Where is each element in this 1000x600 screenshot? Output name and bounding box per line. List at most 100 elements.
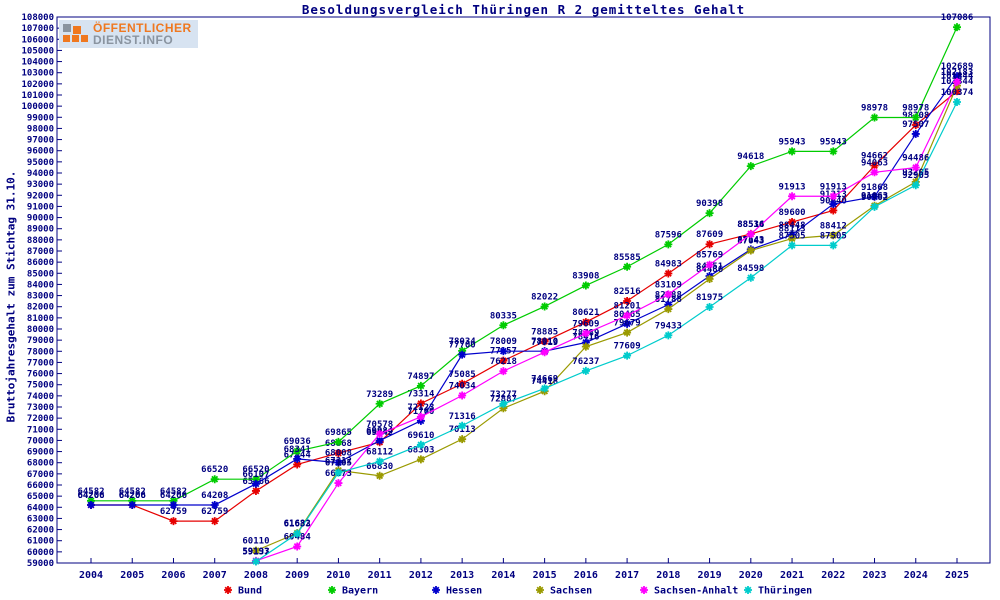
y-tick-label: 64000 [27,503,54,513]
page-title: Besoldungsvergleich Thüringen R 2 gemitt… [301,2,746,17]
data-point-bayern [788,147,797,156]
point-label-bayern: 80335 [490,311,517,321]
point-label-hessen: 64206 [77,491,104,501]
point-label-sachsen-anhalt: 85769 [696,251,723,261]
point-label-bund: 62759 [201,507,228,517]
point-label-hessen: 64208 [201,491,228,501]
data-point-bayern [540,302,549,311]
data-point-bund [623,296,632,305]
point-label-hessen: 64206 [160,491,187,501]
point-label-sachsen: 88412 [820,221,847,231]
point-label-bayern: 78034 [449,337,477,347]
data-point-th-ringen [953,97,961,106]
point-label-bund: 80621 [572,308,599,318]
series-line-sachsen-anhalt [255,81,958,562]
y-axis-label: Bruttojahresgehalt zum Stichtag 31.10. [4,170,18,423]
y-tick-label: 91000 [27,202,54,212]
point-label-sachsen-anhalt: 76218 [490,357,517,367]
point-label-th-ringen: 77609 [614,342,641,352]
data-point-bayern [128,496,137,505]
data-point-bayern [746,162,755,171]
data-point-bayern [87,496,95,505]
data-point-sachsen-anhalt [664,290,673,299]
data-point-sachsen-anhalt [499,367,508,376]
data-point-sachsen [251,546,260,555]
data-point-hessen [911,129,920,138]
data-point-bund [581,318,590,327]
data-point-th-ringen [416,440,425,449]
data-point-hessen [623,319,632,328]
data-point-bayern [581,281,590,290]
legend-marker-bund [224,586,232,594]
point-label-hessen: 66107 [242,470,269,480]
point-label-bayern: 83908 [572,271,599,281]
point-label-sachsen-anhalt: 74034 [449,381,477,391]
series-line-bund [91,90,958,522]
point-label-sachsen: 74418 [531,377,558,387]
x-tick-label: 2018 [656,570,680,581]
point-label-sachsen-anhalt: 83109 [655,280,682,290]
data-point-sachsen-anhalt [293,542,302,551]
point-label-sachsen: 67312 [325,456,352,466]
point-label-th-ringen: 100374 [941,88,974,98]
data-point-bayern [416,381,425,390]
y-tick-label: 97000 [27,136,54,146]
y-tick-label: 83000 [27,292,54,302]
point-label-sachsen-anhalt: 72123 [407,403,434,413]
data-point-bayern [334,437,343,446]
data-point-th-ringen [911,181,920,190]
data-point-hessen [953,72,961,81]
point-label-sachsen-anhalt: 91913 [779,182,806,192]
y-tick-label: 89000 [27,225,54,235]
data-point-sachsen-anhalt [458,391,467,400]
x-tick-label: 2013 [450,570,474,581]
series-sachsen-anhalt: 5919360484661737057872123740347621877919… [242,68,973,565]
legend-marker-sachsen [536,586,544,594]
point-label-bund: 84983 [655,259,682,269]
point-label-sachsen: 84486 [696,265,723,275]
point-label-hessen: 71760 [407,407,434,417]
point-label-sachsen: 66830 [366,462,393,472]
point-label-sachsen: 72887 [490,394,517,404]
data-point-hessen [458,350,467,359]
data-point-sachsen [416,455,425,464]
y-tick-label: 75000 [27,381,54,391]
y-tick-label: 86000 [27,258,54,268]
y-tick-label: 59000 [27,559,54,569]
point-label-bayern: 98978 [861,104,888,114]
x-tick-label: 2016 [574,570,598,581]
y-tick-label: 93000 [27,180,54,190]
y-tick-label: 62000 [27,526,54,536]
logo-line-1: ÖFFENTLICHER [93,21,192,35]
series-line-hessen [91,75,958,506]
point-label-bayern: 64582 [77,487,104,497]
data-point-th-ringen [540,384,549,393]
point-label-sachsen: 87043 [737,237,764,247]
point-label-th-ringen: 87505 [820,231,847,241]
data-point-th-ringen [334,468,343,477]
data-point-bund [953,87,961,96]
y-tick-label: 105000 [21,46,54,56]
point-label-bayern: 107086 [941,13,974,23]
point-label-sachsen-anhalt: 91913 [820,182,847,192]
data-point-th-ringen [458,421,467,430]
point-label-th-ringen: 74669 [531,374,558,384]
point-label-hessen: 77700 [449,341,476,351]
point-label-hessen: 97507 [902,120,929,130]
series-line-bayern [91,26,958,502]
y-tick-label: 103000 [21,69,54,79]
series-bayern: 64582 64582 64582 66520 66520 69036 69865 73289… [77,13,973,505]
data-point-bund [788,218,797,227]
y-tick-label: 85000 [27,269,54,279]
point-label-sachsen-anhalt: 88516 [737,220,764,230]
point-label-bund: 64206 [77,491,104,501]
data-point-bund [169,517,178,526]
data-point-bayern [870,113,879,122]
point-label-bund: 75085 [449,370,476,380]
x-tick-label: 2011 [368,570,392,581]
point-label-sachsen-anhalt: 94486 [902,154,929,164]
logo-text: ÖFFENTLICHER DIENST.INFO [93,22,192,46]
data-point-hessen [87,500,95,509]
data-point-bund [664,269,673,278]
